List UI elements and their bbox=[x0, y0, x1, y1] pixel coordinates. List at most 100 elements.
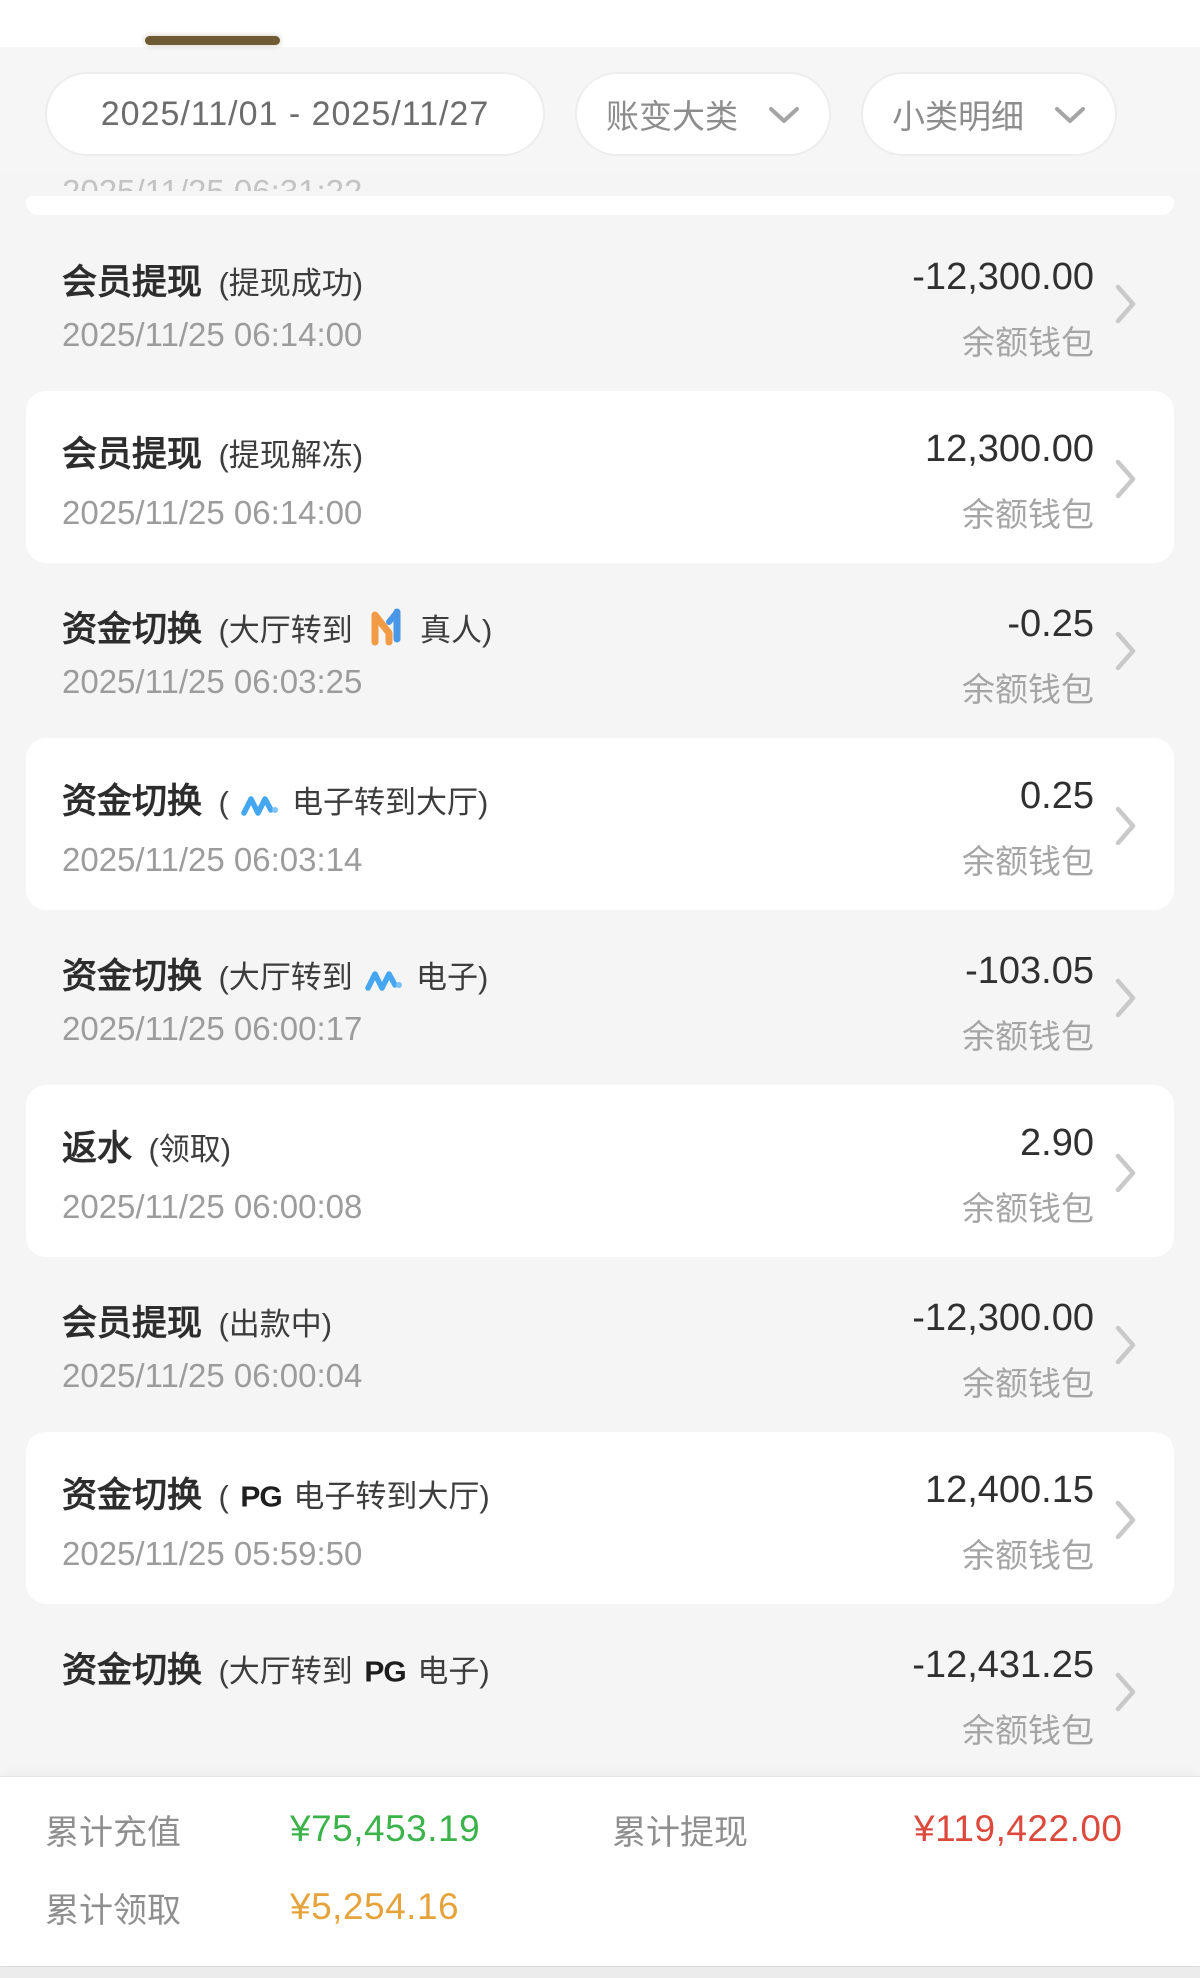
item-amount: 12,300.00 bbox=[924, 428, 1094, 470]
active-tab-indicator bbox=[145, 36, 280, 45]
chevron-right-icon bbox=[1115, 284, 1136, 324]
item-type: 返水 bbox=[62, 1129, 133, 1168]
item-subtype: ( 电子转到大厅) bbox=[218, 785, 488, 820]
item-time: 2025/11/25 06:00:08 bbox=[62, 1188, 363, 1225]
item-subtype: (大厅转到 真人) bbox=[218, 608, 492, 648]
list-item-partial[interactable]: 2025/11/25 06:31:22 bbox=[0, 172, 1200, 216]
item-time: 2025/11/25 05:59:50 bbox=[62, 1535, 363, 1572]
item-type: 资金切换 bbox=[62, 610, 203, 649]
slots-provider-wave-icon bbox=[241, 790, 279, 828]
transaction-row[interactable]: 资金切换 ( 电子转到大厅) 2025/11/25 06:03:14 0.25 … bbox=[0, 738, 1200, 910]
item-amount: -12,431.25 bbox=[912, 1644, 1094, 1686]
item-type: 会员提现 bbox=[62, 1304, 203, 1343]
total-withdraw-value: ¥119,422.00 bbox=[914, 1808, 1123, 1849]
item-subtype: (大厅转到 PG 电子) bbox=[218, 1654, 490, 1689]
item-amount: -103.05 bbox=[965, 950, 1094, 992]
item-type: 会员提现 bbox=[62, 435, 203, 474]
category-dropdown[interactable]: 账变大类 bbox=[575, 72, 831, 156]
item-wallet: 余额钱包 bbox=[962, 671, 1094, 708]
transaction-row[interactable]: 会员提现 (提现成功) 2025/11/25 06:14:00 -12,300.… bbox=[0, 216, 1200, 388]
item-subtype: (提现解冻) bbox=[218, 438, 364, 473]
chevron-right-icon bbox=[1115, 806, 1136, 846]
item-title-line: 会员提现 (提现解冻) bbox=[62, 426, 925, 477]
item-amount: -12,300.00 bbox=[912, 1297, 1094, 1339]
item-subtype: (大厅转到 电子) bbox=[218, 960, 488, 995]
partial-card-edge bbox=[26, 196, 1174, 215]
category-dropdown-label: 账变大类 bbox=[606, 98, 738, 135]
item-wallet: 余额钱包 bbox=[962, 1018, 1094, 1055]
top-bar bbox=[0, 0, 1200, 47]
bottom-inset bbox=[0, 1966, 1200, 1978]
item-wallet: 余额钱包 bbox=[962, 496, 1094, 533]
item-amount: -12,300.00 bbox=[912, 256, 1094, 298]
item-type: 资金切换 bbox=[62, 957, 203, 996]
item-title-line: 资金切换 (大厅转到 PG 电子) bbox=[62, 1642, 912, 1693]
item-wallet: 余额钱包 bbox=[962, 1190, 1094, 1227]
item-time: 2025/11/25 06:31:22 bbox=[62, 172, 362, 191]
chevron-right-icon bbox=[1115, 1325, 1136, 1365]
date-range-value: 2025/11/01 - 2025/11/27 bbox=[100, 94, 490, 133]
transaction-row[interactable]: 资金切换 (大厅转到 真人) 2025/11/25 06:03:25 -0.25… bbox=[0, 563, 1200, 735]
slots-provider-wave-icon bbox=[365, 965, 403, 1003]
filter-bar: 2025/11/01 - 2025/11/27 账变大类 小类明细 bbox=[0, 47, 1200, 172]
item-type: 会员提现 bbox=[62, 263, 203, 302]
chevron-right-icon bbox=[1115, 1500, 1136, 1540]
item-time: 2025/11/25 06:00:04 bbox=[62, 1357, 363, 1394]
item-wallet: 余额钱包 bbox=[962, 843, 1094, 880]
chevron-right-icon bbox=[1115, 1153, 1136, 1193]
subcategory-dropdown[interactable]: 小类明细 bbox=[861, 72, 1117, 156]
item-time: 2025/11/25 06:14:00 bbox=[62, 316, 363, 353]
item-type: 资金切换 bbox=[62, 782, 203, 821]
item-title-line: 会员提现 (提现成功) bbox=[62, 254, 912, 305]
item-amount: -0.25 bbox=[1007, 603, 1094, 645]
live-casino-provider-icon bbox=[365, 606, 407, 656]
item-amount: 12,400.15 bbox=[924, 1469, 1094, 1511]
date-range-picker[interactable]: 2025/11/01 - 2025/11/27 bbox=[45, 72, 545, 156]
chevron-down-icon bbox=[1055, 107, 1085, 123]
transaction-row[interactable]: 资金切换 (大厅转到 电子) 2025/11/25 06:00:17 -103.… bbox=[0, 910, 1200, 1082]
transaction-row[interactable]: 会员提现 (提现解冻) 2025/11/25 06:14:00 12,300.0… bbox=[0, 391, 1200, 563]
item-subtype: (出款中) bbox=[218, 1307, 333, 1342]
item-wallet: 余额钱包 bbox=[962, 1537, 1094, 1574]
transaction-row[interactable]: 会员提现 (出款中) 2025/11/25 06:00:04 -12,300.0… bbox=[0, 1257, 1200, 1429]
item-time: 2025/11/25 06:00:17 bbox=[62, 1010, 363, 1047]
total-claim-value: ¥5,254.16 bbox=[290, 1886, 460, 1927]
total-deposit-label: 累计充值 bbox=[45, 1813, 181, 1852]
pg-provider-logo: PG bbox=[240, 1481, 282, 1514]
transaction-row[interactable]: 返水 (领取) 2025/11/25 06:00:08 2.90 余额钱包 bbox=[0, 1085, 1200, 1257]
total-withdraw-label: 累计提现 bbox=[612, 1813, 748, 1852]
chevron-down-icon bbox=[769, 107, 799, 123]
chevron-right-icon bbox=[1115, 978, 1136, 1018]
transaction-row[interactable]: 资金切换 ( PG 电子转到大厅) 2025/11/25 05:59:50 12… bbox=[0, 1432, 1200, 1604]
total-deposit-value: ¥75,453.19 bbox=[290, 1808, 481, 1849]
item-title-line: 返水 (领取) bbox=[62, 1120, 962, 1171]
item-title-line: 资金切换 ( PG 电子转到大厅) bbox=[62, 1467, 925, 1518]
item-title-line: 资金切换 ( 电子转到大厅) bbox=[62, 773, 962, 828]
item-amount: 2.90 bbox=[1020, 1122, 1094, 1164]
pg-provider-logo: PG bbox=[364, 1656, 406, 1689]
item-type: 资金切换 bbox=[62, 1476, 203, 1515]
item-subtype: (提现成功) bbox=[218, 266, 364, 301]
item-wallet: 余额钱包 bbox=[962, 1712, 1094, 1749]
summary-footer: 累计充值 ¥75,453.19 累计提现 ¥119,422.00 累计领取 ¥5… bbox=[0, 1776, 1200, 1966]
item-type: 资金切换 bbox=[62, 1651, 203, 1690]
subcategory-dropdown-label: 小类明细 bbox=[892, 98, 1024, 135]
item-time: 2025/11/25 06:03:14 bbox=[62, 841, 363, 878]
item-amount: 0.25 bbox=[1020, 775, 1094, 817]
item-subtype: ( PG 电子转到大厅) bbox=[218, 1479, 490, 1514]
item-time: 2025/11/25 06:14:00 bbox=[62, 494, 363, 531]
total-claim-label: 累计领取 bbox=[45, 1891, 181, 1930]
item-wallet: 余额钱包 bbox=[962, 324, 1094, 361]
transaction-list: 2025/11/25 06:31:22 会员提现 (提现成功) 2025/11/… bbox=[0, 172, 1200, 1776]
item-subtype: (领取) bbox=[148, 1132, 232, 1167]
chevron-right-icon bbox=[1115, 631, 1136, 671]
item-title-line: 资金切换 (大厅转到 真人) bbox=[62, 601, 962, 656]
item-time: 2025/11/25 06:03:25 bbox=[62, 663, 363, 700]
item-title-line: 会员提现 (出款中) bbox=[62, 1295, 912, 1346]
item-title-line: 资金切换 (大厅转到 电子) bbox=[62, 948, 962, 1003]
chevron-right-icon bbox=[1115, 459, 1136, 499]
item-wallet: 余额钱包 bbox=[962, 1365, 1094, 1402]
transaction-row[interactable]: 资金切换 (大厅转到 PG 电子) -12,431.25 余额钱包 bbox=[0, 1604, 1200, 1776]
chevron-right-icon bbox=[1115, 1672, 1136, 1712]
